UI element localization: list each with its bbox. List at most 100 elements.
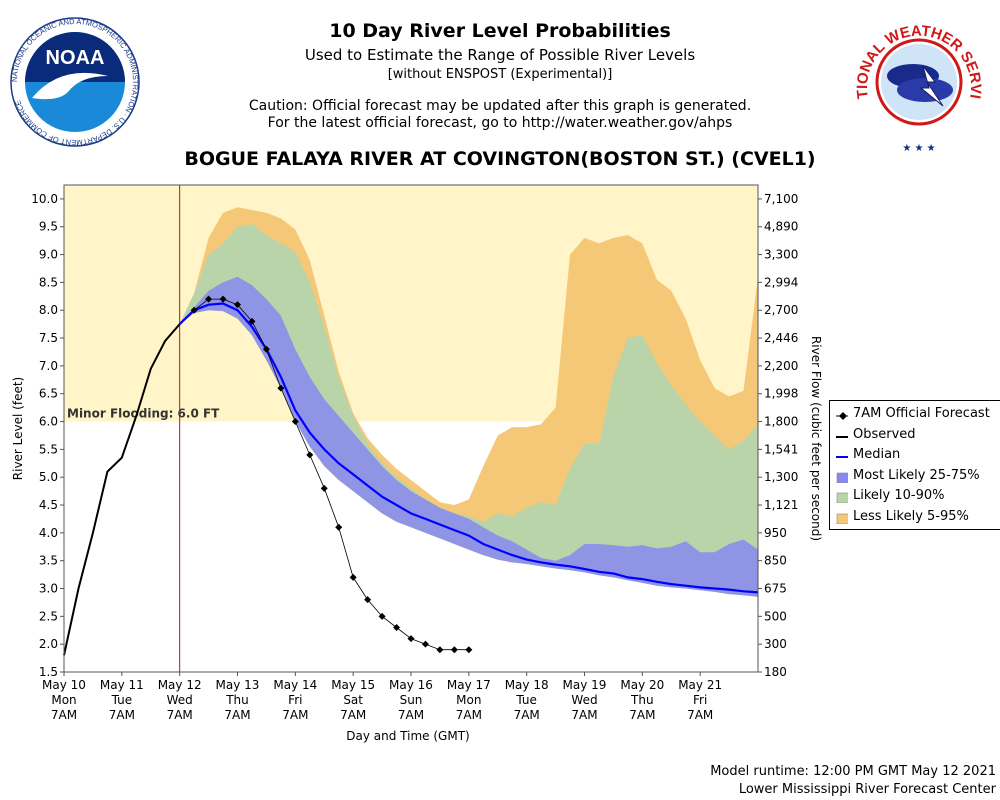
x-tick-label: Thu <box>225 693 249 707</box>
forecast-point <box>378 612 386 620</box>
y2-tick-label: 180 <box>764 665 787 679</box>
x-tick-label: May 17 <box>447 678 491 692</box>
legend-symbol <box>836 412 848 420</box>
noaa-logo-text: NOAA <box>46 47 105 69</box>
y2-tick-label: 1,541 <box>764 442 798 456</box>
y-tick-label: 1.5 <box>39 665 58 679</box>
forecast-point <box>335 523 343 531</box>
chart-note: [without ENSPOST (Experimental)] <box>387 67 613 82</box>
legend-observed: Observed <box>830 426 1000 446</box>
x-tick-label: May 13 <box>216 678 260 692</box>
forecast-point <box>291 418 299 426</box>
y2-tick-label: 2,446 <box>764 331 798 345</box>
x-tick-label: Fri <box>288 693 302 707</box>
x-tick-label: May 12 <box>158 678 202 692</box>
forecast-point <box>190 306 198 314</box>
forecast-point <box>393 623 401 631</box>
legend-symbol <box>836 456 848 458</box>
noaa-logo: NOAA NATIONAL OCEANIC AND ATMOSPHERIC AD… <box>10 17 140 147</box>
y2-tick-label: 4,890 <box>764 220 798 234</box>
y-tick-label: 5.0 <box>39 470 58 484</box>
x-tick-label: May 10 <box>42 678 86 692</box>
legend-forecast: 7AM Official Forecast <box>830 405 1000 425</box>
x-tick-label: Fri <box>693 693 707 707</box>
nws-stars: ★ ★ ★ <box>902 143 935 154</box>
observed-line <box>63 323 181 656</box>
y-tick-label: 2.5 <box>39 609 58 623</box>
nws-logo: NATIONAL WEATHER SERVICE ★ ★ ★ <box>853 10 984 154</box>
y2-tick-label: 675 <box>764 582 787 596</box>
band-likely <box>179 224 758 597</box>
forecast-point <box>320 484 328 492</box>
forecast-point <box>205 295 213 303</box>
y2-tick-label: 850 <box>764 554 787 568</box>
x-tick-label: May 11 <box>100 678 144 692</box>
x-tick-label: 7AM <box>282 708 308 722</box>
x-tick-label: May 15 <box>331 678 375 692</box>
model-runtime: Model runtime: 12:00 PM GMT May 12 2021 <box>710 764 996 779</box>
y-tick-label: 6.5 <box>39 387 58 401</box>
y-tick-label: 3.5 <box>39 554 58 568</box>
legend-median: Median <box>830 446 1000 466</box>
y-axis-label: River Level (feet) <box>11 377 25 480</box>
y2-tick-label: 1,300 <box>764 470 798 484</box>
y-tick-label: 6.0 <box>39 415 58 429</box>
y2-tick-label: 300 <box>764 637 787 651</box>
x-tick-label: May 14 <box>273 678 317 692</box>
caution-link-text: For the latest official forecast, go to … <box>267 115 733 131</box>
y-tick-label: 8.5 <box>39 275 58 289</box>
chart-subtitle: Used to Estimate the Range of Possible R… <box>304 46 696 64</box>
y-tick-label: 7.0 <box>39 359 58 373</box>
x-tick-label: 7AM <box>687 708 713 722</box>
x-axis-label: Day and Time (GMT) <box>346 729 469 743</box>
y-tick-label: 9.0 <box>39 248 58 262</box>
y2-tick-label: 1,998 <box>764 387 798 401</box>
y-tick-label: 4.0 <box>39 526 58 540</box>
median-line <box>178 302 759 594</box>
legend-label: Observed <box>853 426 916 442</box>
forecast-point <box>349 573 357 581</box>
y2-tick-label: 1,800 <box>764 415 798 429</box>
x-tick-label: Sat <box>343 693 363 707</box>
legend-label: Less Likely 5-95% <box>853 508 969 524</box>
y-tick-label: 9.5 <box>39 220 58 234</box>
forecast-point <box>219 295 227 303</box>
y2-tick-label: 950 <box>764 526 787 540</box>
x-tick-label: 7AM <box>51 708 77 722</box>
x-tick-label: May 18 <box>505 678 549 692</box>
legend-symbol <box>836 492 848 503</box>
forecast-center: Lower Mississippi River Forecast Center <box>738 782 996 797</box>
band-most-likely <box>179 276 758 597</box>
chart-title: 10 Day River Level Probabilities <box>329 20 671 42</box>
x-tick-label: 7AM <box>456 708 482 722</box>
x-tick-label: May 20 <box>620 678 664 692</box>
x-tick-label: May 19 <box>563 678 607 692</box>
y2-tick-label: 2,994 <box>764 275 798 289</box>
x-tick-label: Tue <box>515 693 537 707</box>
x-tick-label: 7AM <box>340 708 366 722</box>
legend-less-likely: Less Likely 5-95% <box>830 508 1000 528</box>
y-tick-label: 8.0 <box>39 303 58 317</box>
flood-stage-label: Minor Flooding: 6.0 FT <box>67 407 220 421</box>
x-tick-label: 7AM <box>629 708 655 722</box>
y2-axis-label: River Flow (cubic feet per second) <box>809 336 823 541</box>
y2-tick-label: 2,200 <box>764 359 798 373</box>
legend-symbol <box>836 513 848 524</box>
chart-legend: 7AM Official Forecast Observed Median Most … <box>829 400 1000 530</box>
forecast-point <box>262 345 270 353</box>
caution-text: Caution: Official forecast may be update… <box>248 98 752 114</box>
x-tick-label: Wed <box>571 693 597 707</box>
y2-tick-label: 1,121 <box>764 498 798 512</box>
legend-most-likely: Most Likely 25-75% <box>830 467 1000 487</box>
y-tick-label: 5.5 <box>39 442 58 456</box>
river-level-chart: Minor Flooding: 6.0 FT 1.5 180 2.0 300 2.5 500… <box>11 184 823 743</box>
x-tick-label: 7AM <box>167 708 193 722</box>
y2-tick-label: 2,700 <box>764 303 798 317</box>
legend-symbol <box>836 472 848 483</box>
x-tick-label: May 16 <box>389 678 433 692</box>
y-tick-label: 3.0 <box>39 582 58 596</box>
y2-tick-label: 500 <box>764 609 787 623</box>
legend-likely: Likely 10-90% <box>830 487 1000 507</box>
legend-label: Median <box>853 447 901 462</box>
forecast-point <box>407 635 415 643</box>
